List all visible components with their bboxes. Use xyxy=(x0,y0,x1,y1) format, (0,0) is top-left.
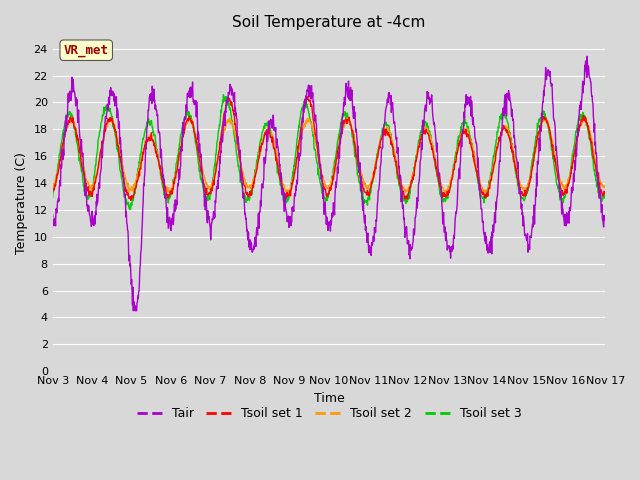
X-axis label: Time: Time xyxy=(314,392,344,405)
Text: VR_met: VR_met xyxy=(64,44,109,57)
Y-axis label: Temperature (C): Temperature (C) xyxy=(15,152,28,254)
Legend: Tair, Tsoil set 1, Tsoil set 2, Tsoil set 3: Tair, Tsoil set 1, Tsoil set 2, Tsoil se… xyxy=(132,402,526,425)
Title: Soil Temperature at -4cm: Soil Temperature at -4cm xyxy=(232,15,426,30)
